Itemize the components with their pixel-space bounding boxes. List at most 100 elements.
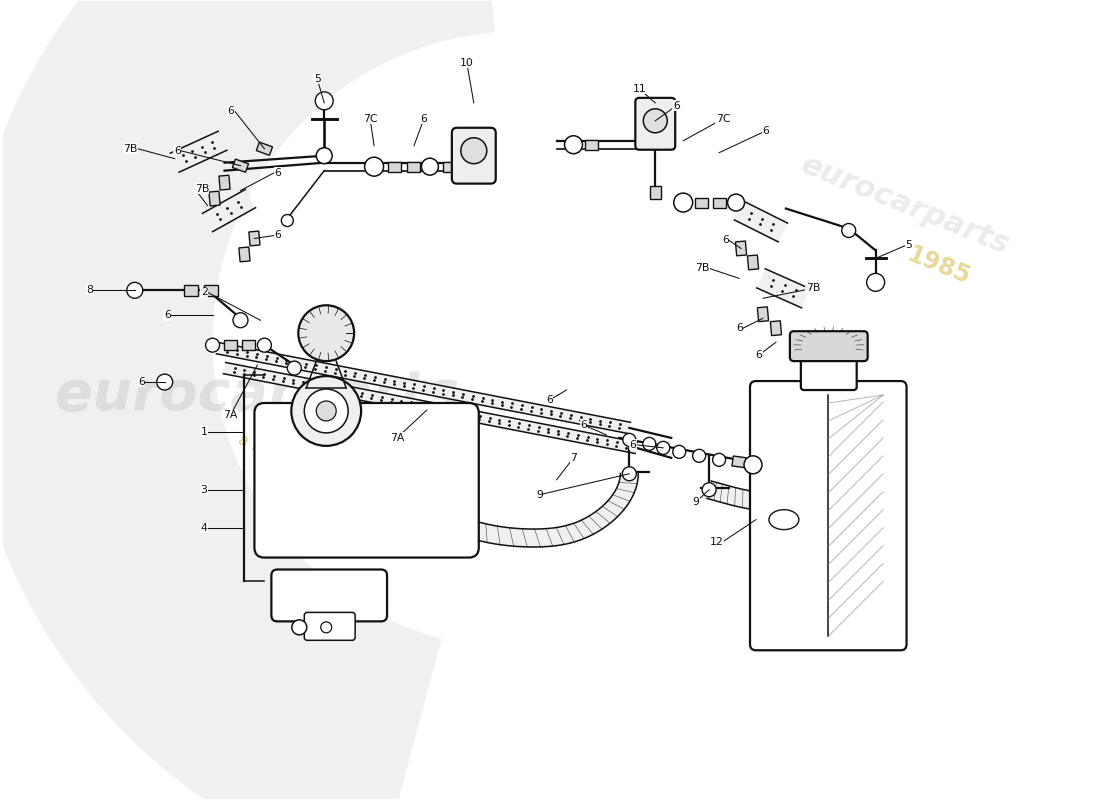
Text: 7B: 7B [805,283,820,294]
Text: 5: 5 [905,241,912,250]
Circle shape [673,446,685,458]
Polygon shape [249,231,260,246]
Circle shape [564,136,583,154]
Circle shape [317,401,337,421]
FancyBboxPatch shape [750,381,906,650]
Circle shape [282,214,294,226]
FancyBboxPatch shape [801,354,857,390]
Polygon shape [202,190,255,232]
Circle shape [461,138,487,164]
Text: 7: 7 [570,453,576,463]
Circle shape [644,109,668,133]
Circle shape [673,193,693,212]
Polygon shape [170,131,227,172]
Polygon shape [324,474,638,547]
Text: 8: 8 [86,286,92,295]
Text: 6: 6 [546,395,553,405]
Circle shape [156,374,173,390]
Circle shape [321,622,332,633]
Polygon shape [184,285,198,296]
Circle shape [317,148,332,164]
Text: 6: 6 [723,235,729,246]
Text: 6: 6 [138,377,145,387]
Circle shape [657,442,670,454]
FancyBboxPatch shape [254,403,478,558]
Polygon shape [0,0,495,800]
Circle shape [623,434,636,446]
Circle shape [642,438,656,450]
Polygon shape [407,162,420,172]
Polygon shape [747,255,759,270]
Polygon shape [707,399,834,511]
Circle shape [702,482,716,497]
Polygon shape [242,340,255,350]
Polygon shape [735,201,788,242]
Text: 1985: 1985 [903,242,974,289]
Polygon shape [209,191,220,206]
Text: eurocarparts: eurocarparts [55,368,460,422]
Circle shape [257,338,272,352]
Circle shape [287,361,301,375]
Circle shape [292,620,307,635]
Circle shape [298,306,354,361]
Text: 6: 6 [164,310,170,320]
Polygon shape [732,456,746,468]
Text: 6: 6 [756,350,762,360]
Polygon shape [256,142,273,155]
Circle shape [364,157,384,176]
Text: 7C: 7C [716,114,730,124]
Text: 6: 6 [174,146,180,156]
Circle shape [693,450,705,462]
Text: 4: 4 [200,522,208,533]
Text: 7B: 7B [695,263,710,274]
Text: 7B: 7B [195,184,209,194]
Text: 2: 2 [200,287,208,298]
Polygon shape [387,162,400,172]
Text: 11: 11 [632,84,646,94]
Polygon shape [217,342,630,434]
Polygon shape [443,162,456,172]
Text: 6: 6 [736,323,743,334]
FancyBboxPatch shape [272,570,387,622]
Circle shape [623,467,636,481]
Polygon shape [695,198,707,207]
Text: 6: 6 [274,230,282,241]
Text: 6: 6 [629,440,636,450]
Circle shape [421,158,439,175]
Text: 7B: 7B [123,144,138,154]
Polygon shape [232,159,249,172]
Text: 10: 10 [460,58,474,68]
Polygon shape [239,247,250,262]
Polygon shape [223,362,637,454]
Polygon shape [770,321,781,335]
Polygon shape [713,198,726,207]
Polygon shape [204,285,218,296]
Text: 6: 6 [580,420,587,430]
Text: 9: 9 [693,497,700,506]
Text: eurocarparts: eurocarparts [798,150,1014,261]
FancyBboxPatch shape [452,128,496,184]
Text: 6: 6 [762,126,769,136]
Circle shape [842,223,856,238]
Text: 1: 1 [200,427,208,437]
Text: 5: 5 [314,74,321,84]
Text: 3: 3 [200,485,208,494]
Circle shape [744,456,762,474]
FancyBboxPatch shape [636,98,675,150]
Polygon shape [224,340,236,350]
Text: 7A: 7A [389,433,404,443]
Circle shape [305,389,349,433]
Ellipse shape [769,510,799,530]
Circle shape [292,376,361,446]
Text: 6: 6 [673,101,680,111]
Text: 9: 9 [536,490,543,500]
Text: 12: 12 [710,537,723,546]
Circle shape [126,282,143,298]
Circle shape [867,274,884,291]
Text: 6: 6 [274,168,282,178]
Polygon shape [585,140,598,150]
Circle shape [727,194,745,211]
Polygon shape [219,175,230,190]
Text: 6: 6 [420,114,428,124]
Polygon shape [736,241,747,256]
